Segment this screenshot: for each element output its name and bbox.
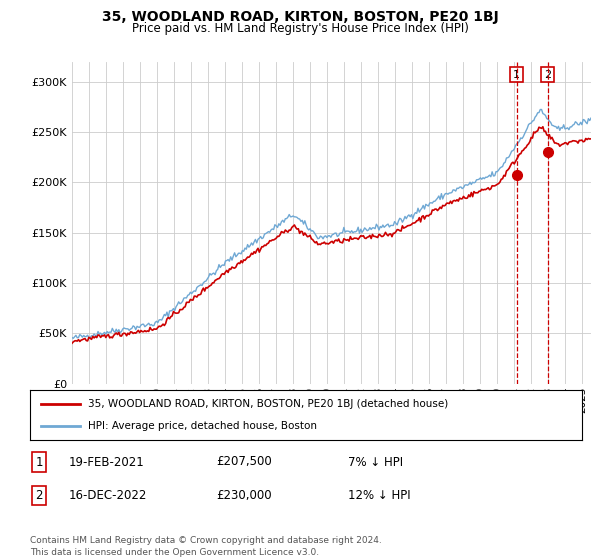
Text: £230,000: £230,000 [216, 489, 272, 502]
Text: 2: 2 [35, 489, 43, 502]
Text: 2: 2 [544, 69, 551, 80]
Text: 35, WOODLAND ROAD, KIRTON, BOSTON, PE20 1BJ (detached house): 35, WOODLAND ROAD, KIRTON, BOSTON, PE20 … [88, 399, 448, 409]
Text: 16-DEC-2022: 16-DEC-2022 [69, 489, 148, 502]
Text: Contains HM Land Registry data © Crown copyright and database right 2024.
This d: Contains HM Land Registry data © Crown c… [30, 536, 382, 557]
Text: HPI: Average price, detached house, Boston: HPI: Average price, detached house, Bost… [88, 421, 317, 431]
Text: 1: 1 [513, 69, 520, 80]
Text: £207,500: £207,500 [216, 455, 272, 469]
Text: 7% ↓ HPI: 7% ↓ HPI [348, 455, 403, 469]
Text: 19-FEB-2021: 19-FEB-2021 [69, 455, 145, 469]
Text: 1: 1 [35, 455, 43, 469]
Text: 12% ↓ HPI: 12% ↓ HPI [348, 489, 410, 502]
Text: Price paid vs. HM Land Registry's House Price Index (HPI): Price paid vs. HM Land Registry's House … [131, 22, 469, 35]
Text: 35, WOODLAND ROAD, KIRTON, BOSTON, PE20 1BJ: 35, WOODLAND ROAD, KIRTON, BOSTON, PE20 … [101, 10, 499, 24]
